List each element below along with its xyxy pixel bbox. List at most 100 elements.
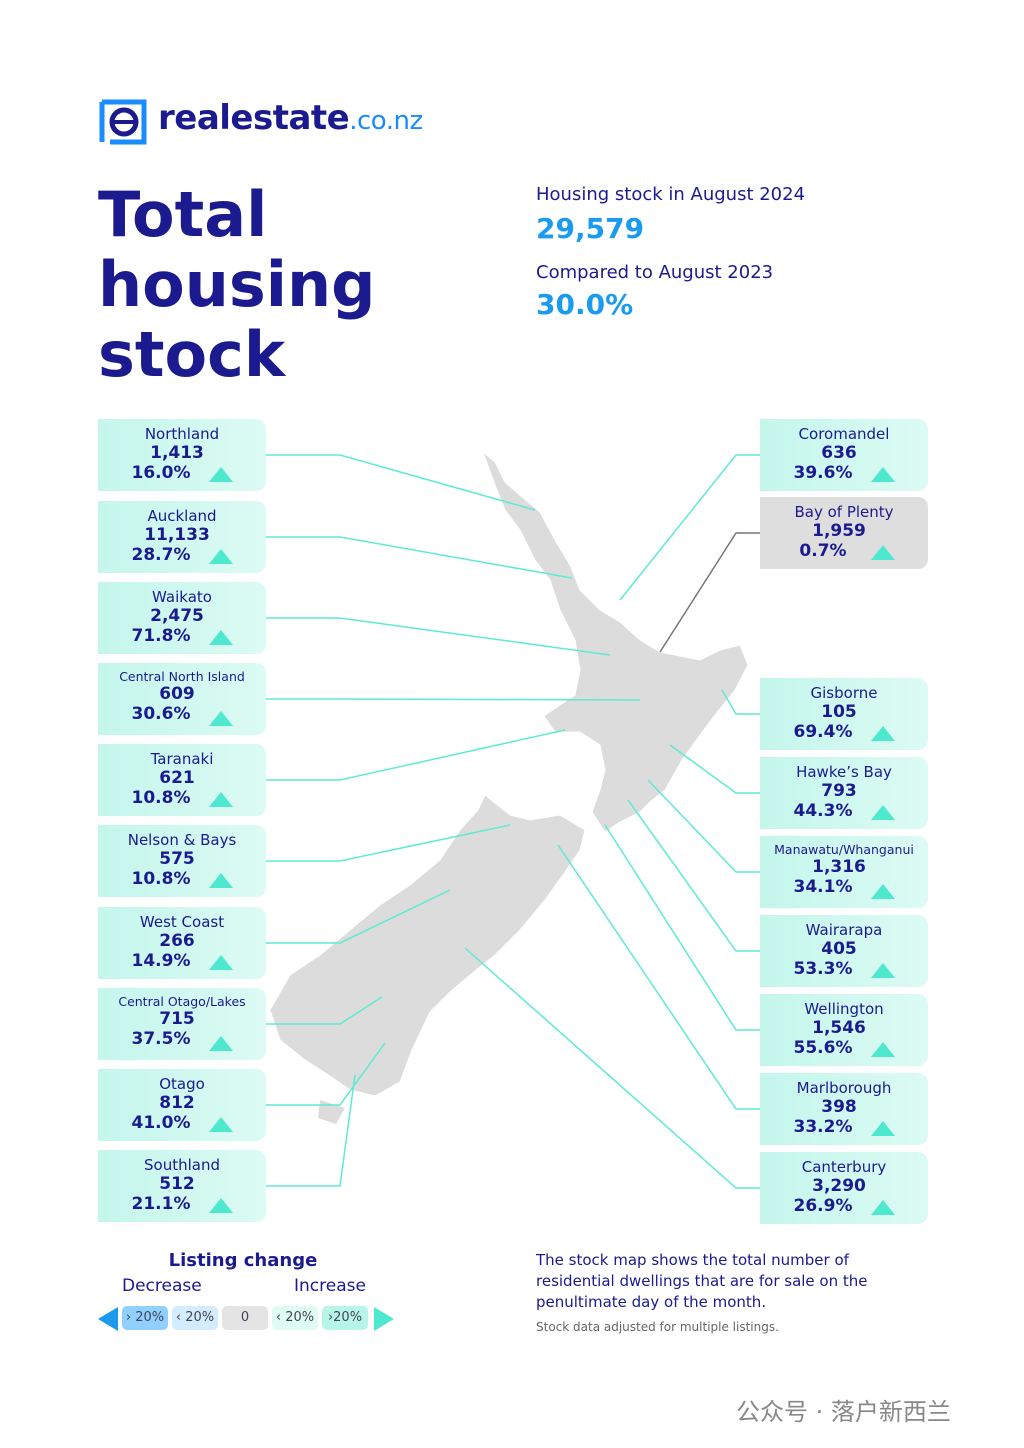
legend-increase: Increase (294, 1276, 366, 1296)
up-arrow (209, 1036, 233, 1051)
up-arrow (209, 873, 233, 888)
region-card: Taranaki 621 10.8% (98, 744, 266, 816)
legend-chip: 0 (222, 1306, 268, 1330)
region-card: West Coast 266 14.9% (98, 907, 266, 979)
stewart-island (318, 1100, 345, 1124)
region-change: 16.0% (131, 463, 191, 483)
region-name: Taranaki (150, 750, 214, 768)
region-name: Central North Island (119, 669, 245, 684)
region-card: Bay of Plenty 1,959 0.7% (760, 497, 928, 569)
region-count: 398 (821, 1097, 857, 1117)
region-change: 53.3% (793, 959, 853, 979)
note: Stock data adjusted for multiple listing… (536, 1320, 779, 1334)
region-change: 10.8% (131, 788, 191, 808)
region-card: Canterbury 3,290 26.9% (760, 1152, 928, 1224)
region-card: Otago 812 41.0% (98, 1069, 266, 1141)
region-change: 71.8% (131, 626, 191, 646)
region-name: Wellington (804, 1000, 884, 1018)
connector (604, 824, 760, 1031)
up-arrow (871, 884, 895, 899)
up-arrow (209, 630, 233, 645)
region-name: Southland (144, 1156, 220, 1174)
up-arrow (209, 467, 233, 482)
description: The stock map shows the total number of … (536, 1251, 868, 1311)
region-name: Northland (144, 425, 220, 443)
connector (266, 536, 573, 579)
region-card: Gisborne 105 69.4% (760, 678, 928, 750)
connector (647, 779, 760, 873)
brand-suffix: .co.nz (349, 106, 423, 136)
region-count: 609 (159, 684, 195, 704)
legend-title: Listing change (168, 1250, 318, 1271)
stat-value: 30.0% (536, 288, 634, 321)
region-name: Wairarapa (805, 921, 883, 939)
region-card: Marlborough 398 33.2% (760, 1073, 928, 1145)
region-name: Gisborne (810, 684, 878, 702)
region-change: 34.1% (793, 877, 853, 897)
region-change: 21.1% (131, 1194, 191, 1214)
up-arrow (871, 805, 895, 820)
up-arrow (209, 792, 233, 807)
stat-label: Housing stock in August 2024 (536, 184, 806, 205)
region-card: Waikato 2,475 71.8% (98, 582, 266, 654)
title-line: stock (98, 318, 286, 391)
connector (721, 689, 760, 715)
connector (619, 454, 760, 601)
region-change: 39.6% (793, 463, 853, 483)
up-arrow (871, 726, 895, 741)
legend-chip: ‹ 20% (172, 1306, 218, 1330)
region-count: 11,133 (144, 525, 210, 545)
connector (266, 729, 566, 781)
stat-value: 29,579 (536, 212, 645, 245)
region-count: 1,413 (150, 443, 204, 463)
region-change: 41.0% (131, 1113, 191, 1133)
region-name: Nelson & Bays (127, 831, 237, 849)
region-card: Auckland 11,133 28.7% (98, 501, 266, 573)
region-count: 512 (159, 1174, 195, 1194)
logo-icon (99, 99, 147, 145)
connector (557, 844, 760, 1110)
region-change: 30.6% (131, 704, 191, 724)
legend-chip: ‹ 20% (272, 1306, 318, 1330)
region-card: Hawke’s Bay 793 44.3% (760, 757, 928, 829)
region-change: 44.3% (793, 801, 853, 821)
connector (627, 799, 760, 952)
region-name: Hawke’s Bay (796, 763, 892, 781)
region-name: Manawatu/Whanganui (774, 842, 914, 857)
region-count: 266 (159, 931, 195, 951)
stat-label: Compared to August 2023 (536, 262, 774, 283)
south-island (269, 794, 586, 1097)
region-count: 1,316 (812, 857, 866, 877)
connector (266, 824, 511, 862)
region-name: Coromandel (798, 425, 890, 443)
region-count: 1,959 (812, 521, 866, 541)
region-change: 14.9% (131, 951, 191, 971)
region-count: 636 (821, 443, 857, 463)
region-card: Wellington 1,546 55.6% (760, 994, 928, 1066)
up-arrow (871, 963, 895, 978)
region-change: 28.7% (131, 545, 191, 565)
region-change: 69.4% (793, 722, 853, 742)
region-count: 2,475 (150, 606, 204, 626)
connector (659, 532, 760, 653)
up-arrow (209, 1117, 233, 1132)
region-change: 37.5% (131, 1029, 191, 1049)
brand: realestate.co.nz (158, 98, 423, 138)
region-name: Auckland (147, 507, 217, 525)
up-arrow (209, 1198, 233, 1213)
region-change: 10.8% (131, 869, 191, 889)
region-card: Nelson & Bays 575 10.8% (98, 825, 266, 897)
connector (266, 1042, 386, 1106)
legend-chip: ›20% (322, 1306, 368, 1330)
region-name: Otago (159, 1075, 205, 1093)
region-count: 3,290 (812, 1176, 866, 1196)
up-arrow (209, 955, 233, 970)
connector (464, 947, 760, 1189)
legend-chip: › 20% (122, 1306, 168, 1330)
region-name: Marlborough (796, 1079, 892, 1097)
region-card: Wairarapa 405 53.3% (760, 915, 928, 987)
region-count: 575 (159, 849, 195, 869)
region-count: 405 (821, 939, 857, 959)
region-name: Waikato (152, 588, 212, 606)
connector (669, 744, 760, 794)
